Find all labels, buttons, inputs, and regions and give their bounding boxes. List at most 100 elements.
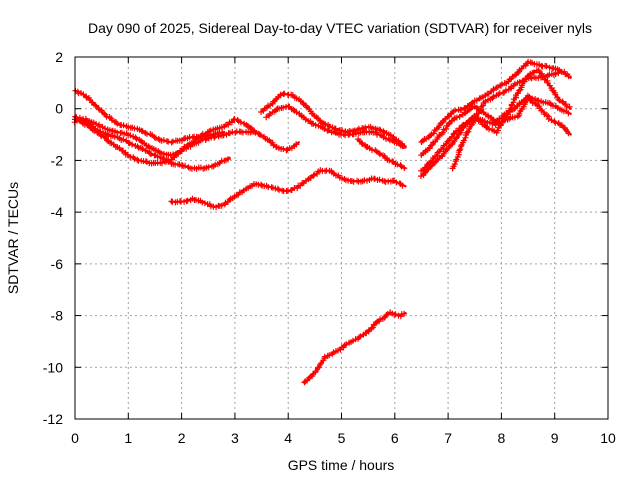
data-point xyxy=(485,113,492,120)
data-point xyxy=(516,87,523,94)
data-point xyxy=(516,79,523,86)
data-point xyxy=(290,106,297,113)
data-point xyxy=(169,138,176,145)
y-tick-label: -4 xyxy=(51,204,64,220)
data-point xyxy=(339,127,346,134)
data-point xyxy=(458,143,464,150)
data-point xyxy=(527,96,533,103)
y-tick-label: -2 xyxy=(51,152,64,168)
data-point xyxy=(376,126,383,133)
data-point xyxy=(565,110,572,117)
data-point xyxy=(563,101,569,108)
data-point xyxy=(399,182,406,189)
x-tick-label: 4 xyxy=(284,430,292,446)
data-point xyxy=(273,106,280,113)
data-point xyxy=(543,63,550,70)
plot-area xyxy=(71,58,573,386)
data-point xyxy=(129,141,135,148)
data-point xyxy=(453,114,460,121)
data-point xyxy=(431,159,438,166)
data-point xyxy=(318,360,324,367)
y-tick-label: -12 xyxy=(43,411,63,427)
y-tick-label: 0 xyxy=(55,101,63,117)
data-point xyxy=(501,117,508,124)
data-point xyxy=(392,311,399,318)
data-point xyxy=(93,120,99,127)
data-point xyxy=(555,96,562,103)
series-line xyxy=(303,311,407,384)
series-track-j xyxy=(418,58,572,145)
series-track-d xyxy=(71,115,258,158)
data-point xyxy=(326,123,333,130)
data-point xyxy=(311,171,318,178)
data-point xyxy=(133,135,140,142)
data-point xyxy=(91,127,98,134)
data-point xyxy=(165,157,172,164)
data-point xyxy=(393,140,400,147)
data-point xyxy=(120,136,127,143)
data-point xyxy=(393,179,400,186)
data-point xyxy=(160,137,167,144)
data-point xyxy=(514,113,521,120)
data-point xyxy=(250,128,257,135)
data-point xyxy=(376,150,382,157)
x-tick-label: 5 xyxy=(338,430,346,446)
data-point xyxy=(131,155,138,162)
data-point xyxy=(283,147,290,154)
data-point xyxy=(170,151,177,158)
data-point xyxy=(545,116,552,122)
series-track-i xyxy=(301,309,408,386)
data-point xyxy=(257,132,264,139)
series-track-c xyxy=(71,116,300,167)
x-axis-label: GPS time / hours xyxy=(288,457,395,473)
x-tick-label: 6 xyxy=(391,430,399,446)
series-track-g xyxy=(355,136,408,172)
data-point xyxy=(427,142,434,149)
data-point xyxy=(555,70,562,77)
data-point xyxy=(426,145,433,152)
data-point xyxy=(179,162,186,169)
series-track-n xyxy=(449,70,562,172)
data-point xyxy=(551,118,558,125)
data-point xyxy=(116,145,123,151)
data-point xyxy=(231,116,238,122)
data-point xyxy=(134,156,141,163)
x-tick-label: 10 xyxy=(600,430,616,446)
data-point xyxy=(266,111,273,117)
data-point xyxy=(102,125,108,132)
y-tick-label: 2 xyxy=(55,49,63,65)
data-point xyxy=(134,143,141,150)
data-point xyxy=(244,122,251,129)
data-point xyxy=(459,125,466,132)
data-point xyxy=(483,123,489,130)
data-point xyxy=(566,103,573,110)
data-point xyxy=(225,156,231,163)
data-point xyxy=(199,199,206,206)
data-point xyxy=(548,117,555,124)
data-point xyxy=(258,181,264,188)
data-point xyxy=(95,105,102,112)
data-point xyxy=(152,135,159,142)
y-tick-label: -8 xyxy=(51,308,64,324)
data-point xyxy=(205,164,212,171)
data-point xyxy=(356,334,363,341)
data-point xyxy=(498,81,505,88)
series-track-e xyxy=(258,90,407,149)
data-point xyxy=(168,139,175,146)
data-point xyxy=(312,368,319,375)
axis-ticks: 0 1 2 3 4 5 6 7 8 9 10 2 0 -2 -4 -6 -8 -10 -12 xyxy=(43,49,616,446)
data-point xyxy=(399,143,406,149)
chart-title: Day 090 of 2025, Sidereal Day-to-day VTE… xyxy=(88,20,592,36)
data-point xyxy=(218,202,225,209)
data-point xyxy=(377,151,383,158)
series-track-f xyxy=(263,103,407,149)
series-track-k xyxy=(418,92,572,159)
x-tick-label: 9 xyxy=(551,430,559,446)
data-point xyxy=(120,122,127,129)
y-tick-label: -6 xyxy=(51,256,64,272)
data-point xyxy=(386,157,393,164)
data-point xyxy=(370,324,377,331)
data-point xyxy=(495,91,502,98)
data-point xyxy=(281,90,288,97)
data-point xyxy=(293,141,300,148)
